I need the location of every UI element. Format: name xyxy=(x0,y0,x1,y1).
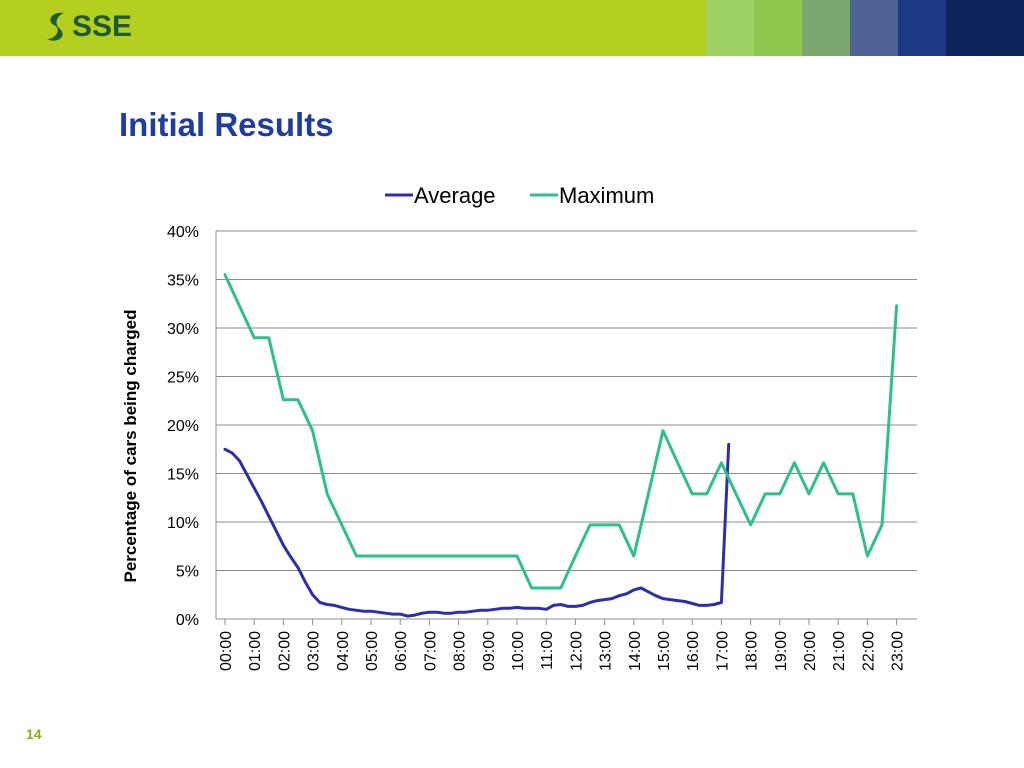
x-tick-label: 17:00 xyxy=(714,631,731,671)
x-tick-label: 21:00 xyxy=(831,631,848,671)
x-tick-label: 15:00 xyxy=(656,631,673,671)
y-tick-label: 5% xyxy=(176,564,199,581)
legend-label: Maximum xyxy=(559,183,654,208)
legend: Average Maximum xyxy=(385,183,654,208)
x-tick-label: 14:00 xyxy=(627,631,644,671)
x-tick-label: 18:00 xyxy=(744,631,761,671)
y-tick-label: 15% xyxy=(167,467,199,484)
series-lines xyxy=(225,275,897,616)
x-tick-label: 11:00 xyxy=(539,631,556,670)
x-tick-label: 02:00 xyxy=(276,631,293,671)
x-tick-label: 13:00 xyxy=(598,631,615,671)
y-tick-labels: 0% 5% 10% 15% 20% 25% 30% 35% 40% xyxy=(167,224,199,629)
x-tick-label: 08:00 xyxy=(452,631,469,671)
y-tick-label: 20% xyxy=(167,418,199,435)
x-tick-label: 23:00 xyxy=(890,631,907,671)
x-tick-label: 10:00 xyxy=(510,631,527,671)
y-tick-label: 30% xyxy=(167,321,199,338)
y-tick-label: 40% xyxy=(167,224,199,241)
x-tick-labels: 00:00 01:00 02:00 03:00 04:00 05:00 06:00 07:00… xyxy=(218,631,907,671)
y-tick-label: 10% xyxy=(167,515,199,532)
x-tick-label: 22:00 xyxy=(860,631,877,671)
y-axis-label: Percentage of cars being charged xyxy=(121,309,140,582)
legend-label: Average xyxy=(414,183,496,208)
series-line-maximum xyxy=(225,275,897,588)
x-tick-label: 20:00 xyxy=(802,631,819,671)
grid-lines xyxy=(216,231,917,625)
x-tick-label: 16:00 xyxy=(685,631,702,671)
y-tick-label: 35% xyxy=(167,273,199,290)
x-tick-label: 09:00 xyxy=(481,631,498,671)
y-tick-label: 25% xyxy=(167,370,199,387)
x-tick-label: 12:00 xyxy=(568,631,585,671)
x-tick-label: 07:00 xyxy=(422,631,439,671)
page-number: 14 xyxy=(26,726,42,742)
y-tick-label: 0% xyxy=(176,612,199,629)
x-tick-label: 00:00 xyxy=(218,631,235,671)
x-tick-label: 01:00 xyxy=(247,631,264,671)
x-tick-label: 06:00 xyxy=(393,631,410,671)
x-tick-label: 04:00 xyxy=(335,631,352,671)
x-tick-label: 05:00 xyxy=(364,631,381,671)
x-tick-label: 19:00 xyxy=(773,631,790,671)
line-chart: 0% 5% 10% 15% 20% 25% 30% 35% 40% 00:00 01:00 02:0… xyxy=(0,0,1024,768)
x-tick-label: 03:00 xyxy=(306,631,323,671)
